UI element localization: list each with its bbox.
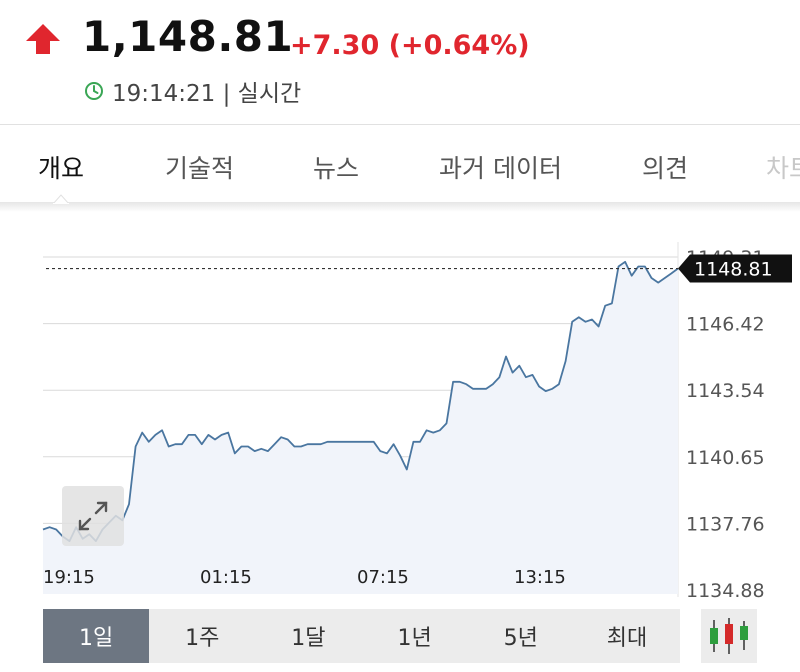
header-divider bbox=[0, 124, 800, 125]
timestamp-row: 19:14:21 | 실시간 bbox=[84, 74, 301, 108]
candlestick-toggle-button[interactable] bbox=[701, 609, 757, 663]
x-tick-label: 13:15 bbox=[514, 567, 566, 588]
range-1y-button[interactable]: 1년 bbox=[397, 626, 432, 651]
last-price: 1,148.81 bbox=[82, 12, 294, 61]
up-arrow-icon bbox=[26, 24, 60, 54]
price-line bbox=[42, 260, 679, 542]
current-price-label: 1148.81 bbox=[694, 259, 773, 281]
tab-chart[interactable]: 차트 bbox=[766, 154, 800, 183]
tab-opinion[interactable]: 의견 bbox=[642, 154, 689, 183]
x-tick-label: 01:15 bbox=[200, 567, 252, 588]
clock-icon bbox=[85, 82, 103, 100]
price-chart[interactable]: 1149.311146.421143.541140.651137.761134.… bbox=[0, 212, 800, 612]
price-area-fill bbox=[43, 261, 678, 594]
tab-overview[interactable]: 개요 bbox=[38, 154, 85, 183]
active-tab-caret bbox=[53, 194, 69, 204]
y-tick-label: 1143.54 bbox=[686, 380, 765, 402]
quote-time: 19:14:21 | 실시간 bbox=[112, 81, 302, 107]
range-max-button[interactable]: 최대 bbox=[606, 626, 648, 651]
x-axis-labels: 19:15 01:15 07:15 13:15 bbox=[43, 567, 566, 588]
candlestick-icon bbox=[710, 618, 748, 654]
tab-technical[interactable]: 기술적 bbox=[165, 154, 235, 183]
price-change: +7.30 (+0.64%) bbox=[290, 30, 530, 61]
range-1w-button[interactable]: 1주 bbox=[185, 626, 220, 651]
range-5y-button[interactable]: 5년 bbox=[503, 626, 538, 651]
current-price-tag bbox=[678, 254, 792, 283]
x-tick-label: 19:15 bbox=[43, 567, 95, 588]
time-range-selector: 1일 1주 1달 1년 5년 최대 bbox=[43, 609, 680, 663]
expand-icon bbox=[78, 501, 108, 531]
range-1d-button[interactable]: 1일 bbox=[43, 609, 150, 663]
y-tick-label: 1137.76 bbox=[686, 513, 765, 535]
tab-historical-data[interactable]: 과거 데이터 bbox=[439, 154, 562, 183]
current-price-marker: 1148.81 bbox=[678, 254, 792, 283]
y-tick-label: 1134.88 bbox=[686, 580, 765, 602]
y-tick-label: 1140.65 bbox=[686, 447, 765, 469]
range-1m-button[interactable]: 1달 bbox=[291, 626, 326, 651]
x-tick-label: 07:15 bbox=[357, 567, 409, 588]
quote-header: 1,148.81 +7.30 (+0.64%) 19:14:21 | 실시간 bbox=[0, 0, 800, 124]
tabs-shadow bbox=[0, 202, 800, 212]
tab-news[interactable]: 뉴스 bbox=[313, 154, 360, 183]
y-axis-labels: 1149.311146.421143.541140.651137.761134.… bbox=[686, 247, 765, 602]
section-tabs: 개요 기술적 뉴스 과거 데이터 의견 차트 bbox=[0, 125, 800, 203]
expand-chart-button[interactable] bbox=[62, 486, 124, 546]
y-tick-label: 1146.42 bbox=[686, 314, 765, 336]
